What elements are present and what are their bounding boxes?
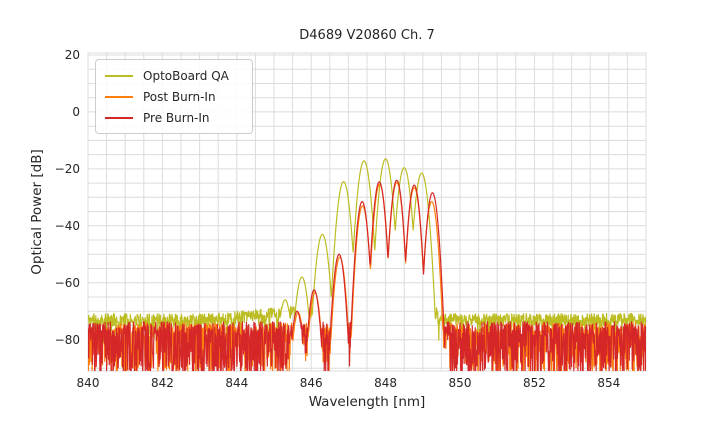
x-tick-label: 844 xyxy=(225,376,249,390)
y-tick-label: −20 xyxy=(54,161,80,176)
y-tick-label: −80 xyxy=(54,332,80,347)
y-tick-label: 0 xyxy=(72,104,80,119)
x-tick-label: 848 xyxy=(374,376,398,390)
x-axis-label: Wavelength [nm] xyxy=(308,394,426,410)
x-tick-label: 842 xyxy=(150,376,174,390)
y-tick-label: 20 xyxy=(64,47,80,62)
legend-label: Post Burn-In xyxy=(143,89,216,104)
chart-title: D4689 V20860 Ch. 7 xyxy=(299,28,435,43)
legend-label: Pre Burn-In xyxy=(143,110,210,125)
legend-item-optoboard-qa: OptoBoard QA xyxy=(105,65,243,86)
legend-swatch xyxy=(105,116,133,119)
y-tick-label: −60 xyxy=(54,275,80,290)
legend-swatch xyxy=(105,95,133,98)
x-tick-label: 846 xyxy=(299,376,323,390)
legend-swatch xyxy=(105,74,133,77)
x-tick-label: 850 xyxy=(448,376,472,390)
x-tick-label: 852 xyxy=(522,376,546,390)
legend-item-pre-burn-in: Pre Burn-In xyxy=(105,107,243,128)
series-line-pre-burn-in xyxy=(88,179,646,371)
y-tick-label: −40 xyxy=(54,218,80,233)
x-tick-label: 854 xyxy=(597,376,621,390)
plot-border xyxy=(87,52,647,372)
legend-item-post-burn-in: Post Burn-In xyxy=(105,86,243,107)
legend-label: OptoBoard QA xyxy=(143,68,229,83)
series-group xyxy=(88,158,646,371)
legend: OptoBoard QA Post Burn-In Pre Burn-In xyxy=(95,59,253,134)
x-tick-label: 840 xyxy=(76,376,100,390)
